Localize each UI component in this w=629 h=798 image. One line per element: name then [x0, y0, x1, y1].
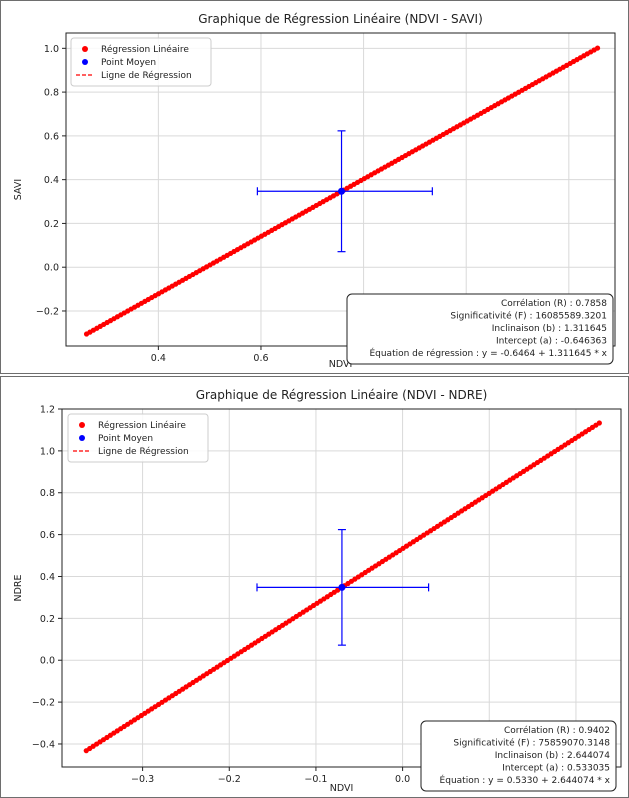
y-tick-label: −0.2: [32, 698, 55, 709]
y-tick-label: −0.2: [36, 306, 59, 317]
chart-title: Graphique de Régression Linéaire (NDVI -…: [198, 12, 483, 26]
legend-label: Régression Linéaire: [98, 420, 186, 431]
stats-line: Inclinaison (b) : 2.644074: [495, 751, 610, 761]
legend-box: [67, 413, 209, 463]
legend-label: Régression Linéaire: [101, 44, 189, 55]
y-tick-label: 0.8: [44, 88, 59, 99]
y-tick-label: 0.6: [44, 131, 59, 142]
x-tick-label: −0.2: [218, 774, 241, 785]
y-tick-label: 0.0: [40, 656, 55, 667]
stats-line: Équation : y = 0.5330 + 2.644074 * x: [440, 774, 611, 786]
plot-frame: [61, 408, 622, 768]
mean-point-errorbars: [256, 130, 433, 253]
y-tick-label: 0.4: [40, 572, 55, 583]
stats-box-frame: [346, 293, 614, 365]
mean-point: [338, 187, 346, 195]
x-axis-label: NDVI: [329, 359, 353, 370]
chart-panel-savi: Graphique de Régression Linéaire (NDVI -…: [0, 0, 629, 374]
y-tick-label: 1.0: [44, 44, 59, 55]
x-tick-label: 0.6: [253, 353, 268, 364]
y-tick-label: 0.2: [44, 219, 59, 230]
y-tick-label: 0.8: [40, 488, 55, 499]
chart-title: Graphique de Régression Linéaire (NDVI -…: [196, 388, 488, 402]
stats-line: Significativité (F) : 16085589.3201: [450, 311, 607, 322]
regression-point: [596, 420, 602, 426]
legend-label: Ligne de Régression: [98, 446, 189, 457]
legend-marker-regression: [82, 46, 88, 52]
x-tick-label: 0.0: [395, 774, 410, 785]
legend-label: Point Moyen: [98, 434, 153, 444]
y-axis-label: SAVI: [13, 179, 24, 200]
stats-box-frame: [420, 720, 617, 792]
y-tick-label: 1.0: [40, 446, 55, 457]
stats-line: Équation de régression : y = -0.6464 + 1…: [369, 347, 607, 359]
y-tick-label: 0.2: [40, 614, 55, 625]
y-tick-label: 0.4: [44, 175, 59, 186]
stats-line: Significativité (F) : 75859070.3148: [453, 738, 610, 749]
legend-marker-mean: [82, 59, 88, 65]
stats-box: Corrélation (R) : 0.7858 Significativité …: [346, 293, 614, 365]
legend: Régression Linéaire Point Moyen Ligne de R…: [70, 37, 212, 87]
stats-box: Corrélation (R) : 0.9402 Significativité …: [420, 720, 617, 792]
plot-frame: [65, 32, 616, 347]
y-tick-label: 0.6: [40, 530, 55, 541]
y-tick-label: 1.2: [40, 405, 55, 416]
y-axis-label: NDRE: [13, 574, 24, 601]
chart-panel-ndre: Graphique de Régression Linéaire (NDVI -…: [0, 376, 629, 798]
x-tick-label: −0.3: [131, 774, 154, 785]
regression-chart-savi: Graphique de Régression Linéaire (NDVI -…: [13, 12, 616, 370]
stats-line: Inclinaison (b) : 1.311645: [492, 324, 607, 334]
x-tick-label: −0.1: [304, 774, 327, 785]
regression-chart-ndre: Graphique de Régression Linéaire (NDVI -…: [13, 388, 622, 794]
y-tick-label: −0.4: [32, 739, 55, 750]
x-tick-label: 0.4: [151, 353, 166, 364]
stats-line: Corrélation (R) : 0.7858: [501, 298, 607, 309]
legend-label: Point Moyen: [101, 58, 156, 68]
legend-marker-regression: [79, 422, 85, 428]
y-tick-label: 0.0: [44, 263, 59, 274]
stats-line: Corrélation (R) : 0.9402: [504, 725, 610, 736]
regression-point: [594, 45, 601, 51]
mean-point-errorbars: [256, 528, 430, 646]
legend-label: Ligne de Régression: [101, 70, 192, 81]
legend-marker-mean: [79, 435, 85, 441]
legend-box: [70, 37, 212, 87]
mean-point: [338, 583, 346, 591]
legend: Régression Linéaire Point Moyen Ligne de R…: [67, 413, 209, 463]
stats-line: Intercept (a) : -0.646363: [496, 337, 607, 347]
x-axis-label: NDVI: [330, 783, 354, 794]
stats-line: Intercept (a) : 0.533035: [502, 764, 610, 774]
